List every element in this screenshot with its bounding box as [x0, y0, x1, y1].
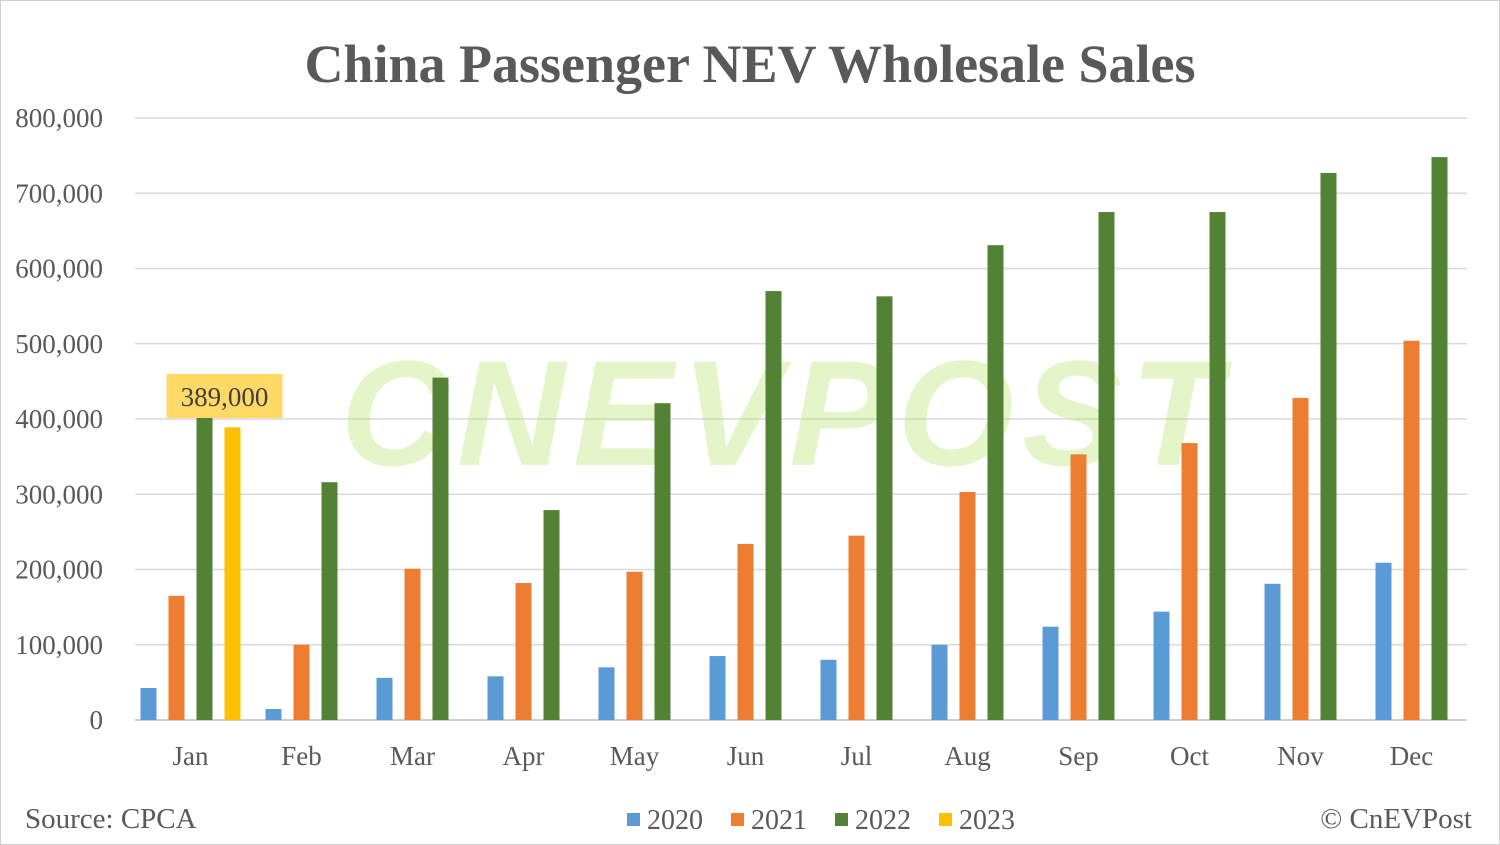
y-tick-label: 300,000 — [15, 479, 103, 509]
legend-swatch-2021 — [731, 813, 744, 826]
legend-label-2022: 2022 — [855, 805, 911, 836]
bar-mar-2020 — [376, 677, 393, 720]
bar-sep-2022 — [1098, 212, 1115, 720]
data-label: 389,000 — [181, 382, 269, 412]
y-tick-label: 700,000 — [15, 178, 103, 208]
bar-jun-2020 — [709, 656, 726, 720]
legend-label-2020: 2020 — [647, 805, 703, 836]
bar-aug-2020 — [931, 644, 948, 720]
bar-nov-2022 — [1320, 172, 1337, 720]
x-tick-label: Nov — [1277, 741, 1324, 771]
x-tick-label: Aug — [944, 741, 991, 771]
bar-mar-2021 — [404, 568, 421, 720]
bar-may-2020 — [598, 667, 615, 720]
y-tick-label: 400,000 — [15, 404, 103, 434]
bar-mar-2022 — [432, 377, 449, 720]
bar-may-2022 — [654, 403, 671, 720]
bar-jun-2022 — [765, 291, 782, 720]
x-tick-label: Oct — [1170, 741, 1209, 771]
bar-oct-2021 — [1181, 443, 1198, 720]
bar-jan-2020 — [140, 688, 157, 720]
legend-label-2023: 2023 — [959, 805, 1015, 836]
legend-swatch-2020 — [627, 813, 640, 826]
bar-oct-2020 — [1153, 611, 1170, 720]
bar-sep-2021 — [1070, 454, 1087, 720]
bar-dec-2021 — [1403, 340, 1420, 720]
chart-title: China Passenger NEV Wholesale Sales — [304, 34, 1195, 94]
copyright-credit: © CnEVPost — [1320, 803, 1472, 835]
bar-apr-2020 — [487, 676, 504, 720]
y-tick-label: 200,000 — [15, 555, 103, 585]
x-tick-label: Dec — [1390, 741, 1433, 771]
bar-jan-2022 — [196, 409, 213, 720]
y-tick-label: 100,000 — [15, 630, 103, 660]
bar-feb-2022 — [321, 482, 338, 720]
bar-jan-2023 — [224, 427, 241, 720]
bar-sep-2020 — [1042, 626, 1059, 720]
bar-feb-2021 — [293, 644, 310, 720]
bar-feb-2020 — [265, 709, 282, 720]
x-tick-label: May — [610, 741, 660, 771]
legend-swatch-2022 — [835, 813, 848, 826]
legend-label-2021: 2021 — [751, 805, 807, 836]
x-tick-label: Jun — [727, 741, 765, 771]
x-tick-label: Apr — [503, 741, 545, 771]
y-tick-label: 600,000 — [15, 254, 103, 284]
x-tick-label: Feb — [281, 741, 322, 771]
x-tick-label: Sep — [1058, 741, 1099, 771]
bar-aug-2021 — [959, 491, 976, 720]
y-tick-label: 0 — [90, 705, 104, 735]
bar-jul-2020 — [820, 659, 837, 720]
bar-jun-2021 — [737, 543, 754, 720]
bar-jul-2022 — [876, 296, 893, 720]
x-tick-label: Jul — [841, 741, 873, 771]
y-tick-label: 800,000 — [15, 103, 103, 133]
bar-dec-2020 — [1375, 562, 1392, 720]
bar-may-2021 — [626, 571, 643, 720]
source-note: Source: CPCA — [25, 803, 197, 835]
x-tick-label: Jan — [173, 741, 209, 771]
bar-oct-2022 — [1209, 212, 1226, 720]
bar-nov-2021 — [1292, 397, 1309, 720]
bar-aug-2022 — [987, 245, 1004, 721]
bar-apr-2021 — [515, 583, 532, 720]
x-tick-label: Mar — [390, 741, 435, 771]
bar-dec-2022 — [1431, 157, 1448, 720]
bar-jan-2021 — [168, 595, 185, 720]
y-tick-label: 500,000 — [15, 329, 103, 359]
data-label-box — [166, 374, 283, 418]
bar-nov-2020 — [1264, 583, 1281, 720]
bar-jul-2021 — [848, 535, 865, 720]
bar-apr-2022 — [543, 510, 560, 720]
legend-swatch-2023 — [939, 813, 952, 826]
